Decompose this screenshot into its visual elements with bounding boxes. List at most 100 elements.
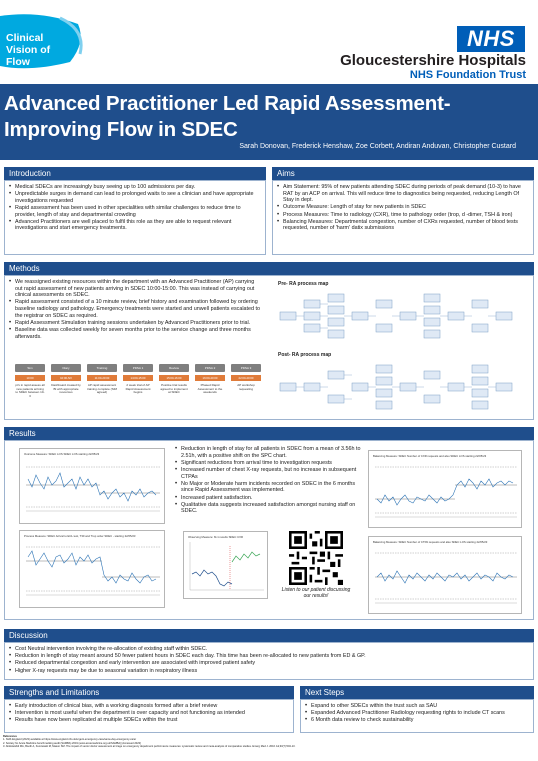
introduction-heading: Introduction bbox=[4, 167, 266, 180]
list-item: Aim Statement: 95% of new patients atten… bbox=[277, 184, 528, 204]
step-time: 14:00-15:00 bbox=[123, 375, 153, 381]
step-time: 22:00-20:00 bbox=[231, 375, 261, 381]
qr-caption: Listen to our patient discussing our res… bbox=[281, 587, 351, 599]
list-item: Early introduction of clinical bias, wit… bbox=[9, 703, 288, 710]
qr-code[interactable] bbox=[289, 531, 343, 585]
step-label: Training bbox=[87, 364, 117, 372]
strengths-list: Early introduction of clinical bias, wit… bbox=[5, 700, 293, 727]
methods-heading: Methods bbox=[4, 262, 534, 275]
process-measure-spc-chart: Process Measure: SDEC Arrival to ECL tes… bbox=[19, 530, 165, 608]
post-ra-process-map bbox=[278, 361, 528, 417]
chart-title: Observing Measure: M-1 results SDEC CXR bbox=[188, 535, 244, 539]
strengths-section: Early introduction of clinical bias, wit… bbox=[4, 699, 294, 733]
timeline-step: Review 15:00-16:00 Positive trial result… bbox=[159, 364, 189, 395]
chart-title: Balancing Measure: SDEC Number of CTPA r… bbox=[373, 540, 488, 544]
chart-plot bbox=[375, 466, 517, 518]
step-label: Review bbox=[159, 364, 189, 372]
list-item: Medical SDECs are increasingly busy seei… bbox=[9, 184, 260, 191]
list-item: Unpredictable surges in demand can lead … bbox=[9, 191, 260, 204]
timeline-step: PDSA 1 14:00-15:00 2 week trial of AP Ra… bbox=[123, 364, 153, 395]
ctpa-balancing-spc-chart: Balancing Measure: SDEC Number of CTPA r… bbox=[368, 536, 522, 614]
step-time: 16:00-20:00 bbox=[195, 375, 225, 381]
reference-line: 1. NHS England (2023) available at https… bbox=[3, 738, 137, 742]
step-text: Positive trial results agreed to impleme… bbox=[160, 383, 188, 395]
nhs-logo: NHS bbox=[457, 26, 525, 52]
step-label: Sim bbox=[15, 364, 45, 372]
list-item: Expanded Advanced Practitioner Radiology… bbox=[305, 710, 528, 717]
list-item: Rapid assessment has been used in other … bbox=[9, 205, 260, 218]
chart-plot bbox=[375, 552, 517, 604]
list-item: Reduction in length of stay for all pati… bbox=[175, 446, 364, 459]
aims-list: Aim Statement: 95% of new patients atten… bbox=[273, 181, 533, 235]
pre-ra-process-map bbox=[278, 290, 528, 346]
list-item: Reduction in length of stay meant around… bbox=[9, 653, 528, 660]
list-item: Increased patient satisfaction. bbox=[175, 495, 364, 502]
list-item: Results have now been replicated at mult… bbox=[9, 717, 288, 724]
outcome-los-spc-chart: Outcome Measure: SDEC LOS SDEC LOS start… bbox=[19, 448, 165, 524]
list-item: Baseline data was collected weekly for s… bbox=[9, 327, 262, 340]
poster-title: Advanced Practitioner Led Rapid Assessme… bbox=[4, 92, 451, 141]
reference-line: 2. Society for Acute Medicine benchmarki… bbox=[3, 741, 141, 745]
list-item: Qualitative data suggests increased sati… bbox=[175, 502, 364, 515]
next-steps-heading: Next Steps bbox=[300, 686, 534, 699]
timeline-step: PDSA 2 16:00-20:00 Phased Rapid Assessme… bbox=[195, 364, 225, 395]
references: References 1. NHS England (2023) availab… bbox=[3, 735, 535, 749]
title-band: Advanced Practitioner Led Rapid Assessme… bbox=[0, 84, 538, 160]
timeline-step: Training 11:00-20:00 AP rapid assessment… bbox=[87, 364, 117, 395]
authors: Sarah Donovan, Frederick Henshaw, Zoe Co… bbox=[239, 143, 516, 150]
reference-line: 3. Abdulwahid MA, Booth A, Kuczawski M, … bbox=[3, 745, 296, 749]
methods-section: We reassigned existing resources within … bbox=[4, 275, 534, 420]
aims-section: Aim Statement: 95% of new patients atten… bbox=[272, 180, 534, 255]
list-item: Balancing Measures: Departmental congest… bbox=[277, 219, 528, 232]
timeline-step: Sim 10:00 pt's in rapid assess all new p… bbox=[15, 364, 45, 398]
introduction-section: Medical SDECs are increasingly busy seei… bbox=[4, 180, 266, 255]
logo-text: Clinical Vision of Flow bbox=[6, 32, 51, 68]
poster-header: Clinical Vision of Flow NHS Gloucestersh… bbox=[0, 0, 538, 84]
list-item: Increased number of chest X-ray requests… bbox=[175, 467, 364, 480]
organisation-subtitle: NHS Foundation Trust bbox=[409, 69, 526, 81]
clinical-vision-of-flow-logo: Clinical Vision of Flow bbox=[0, 10, 86, 72]
aims-heading: Aims bbox=[272, 167, 534, 180]
list-item: Expand to other SDECs within the trust s… bbox=[305, 703, 528, 710]
list-item: Reduced departmental congestion and earl… bbox=[9, 660, 528, 667]
list-item: Process Measures: Time to radiology (CXR… bbox=[277, 212, 528, 219]
cxr-run-chart: Observing Measure: M-1 results SDEC CXR bbox=[183, 531, 268, 599]
list-item: No Major or Moderate harm incidents reco… bbox=[175, 481, 364, 494]
discussion-list: Cost Neutral intervention involving the … bbox=[5, 643, 533, 677]
cxr-balancing-spc-chart: Balancing Measure: SDEC Number of CXR re… bbox=[368, 450, 522, 528]
chart-plot bbox=[189, 542, 264, 591]
timeline-step: Diary 10:00-NX Dashboard created by BI w… bbox=[51, 364, 81, 395]
list-item: 6 Month data review to check sustainabil… bbox=[305, 717, 528, 724]
list-item: Higher X-ray requests may be due to seas… bbox=[9, 668, 528, 675]
organisation-name: Gloucestershire Hospitals bbox=[340, 52, 526, 69]
step-time: 11:00-20:00 bbox=[87, 375, 117, 381]
post-ra-map-label: Post- RA process map bbox=[278, 352, 332, 358]
chart-plot bbox=[26, 466, 160, 512]
list-item: Rapid Assessment Simulation training ses… bbox=[9, 320, 262, 327]
methods-list: We reassigned existing resources within … bbox=[5, 276, 267, 343]
list-item: Outcome Measure: Length of stay for new … bbox=[277, 204, 528, 211]
introduction-list: Medical SDECs are increasingly busy seei… bbox=[5, 181, 265, 235]
chart-title: Balancing Measure: SDEC Number of CXR re… bbox=[373, 454, 487, 458]
step-label: PDSA 1 bbox=[123, 364, 153, 372]
pre-ra-map-label: Pre- RA process map bbox=[278, 281, 329, 287]
step-text: Dashboard created by BI with appropriate… bbox=[51, 383, 81, 395]
list-item: We reassigned existing resources within … bbox=[9, 279, 262, 299]
next-steps-list: Expand to other SDECs within the trust s… bbox=[301, 700, 533, 727]
discussion-heading: Discussion bbox=[4, 629, 534, 642]
step-time: 10:00 bbox=[15, 375, 45, 381]
step-text: AP rapid assessment training complete (S… bbox=[87, 383, 118, 395]
step-text: pt's in rapid assess all new patients ar… bbox=[15, 383, 45, 398]
chart-title: Outcome Measure: SDEC LOS SDEC LOS start… bbox=[24, 452, 100, 456]
step-time: 10:00-NX bbox=[51, 375, 81, 381]
step-text: 2 week trial of AP Rapid Assessment begi… bbox=[125, 383, 151, 395]
step-time: 15:00-16:00 bbox=[159, 375, 189, 381]
timeline-step: PDSA 3 22:00-20:00 AP workshop requestin… bbox=[231, 364, 261, 391]
step-label: PDSA 2 bbox=[195, 364, 225, 372]
list-item: Intervention is most useful when the dep… bbox=[9, 710, 288, 717]
references-heading: References bbox=[3, 735, 17, 738]
next-steps-section: Expand to other SDECs within the trust s… bbox=[300, 699, 534, 733]
results-list: Reduction in length of stay for all pati… bbox=[171, 443, 369, 518]
step-label: PDSA 3 bbox=[231, 364, 261, 372]
discussion-section: Cost Neutral intervention involving the … bbox=[4, 642, 534, 680]
